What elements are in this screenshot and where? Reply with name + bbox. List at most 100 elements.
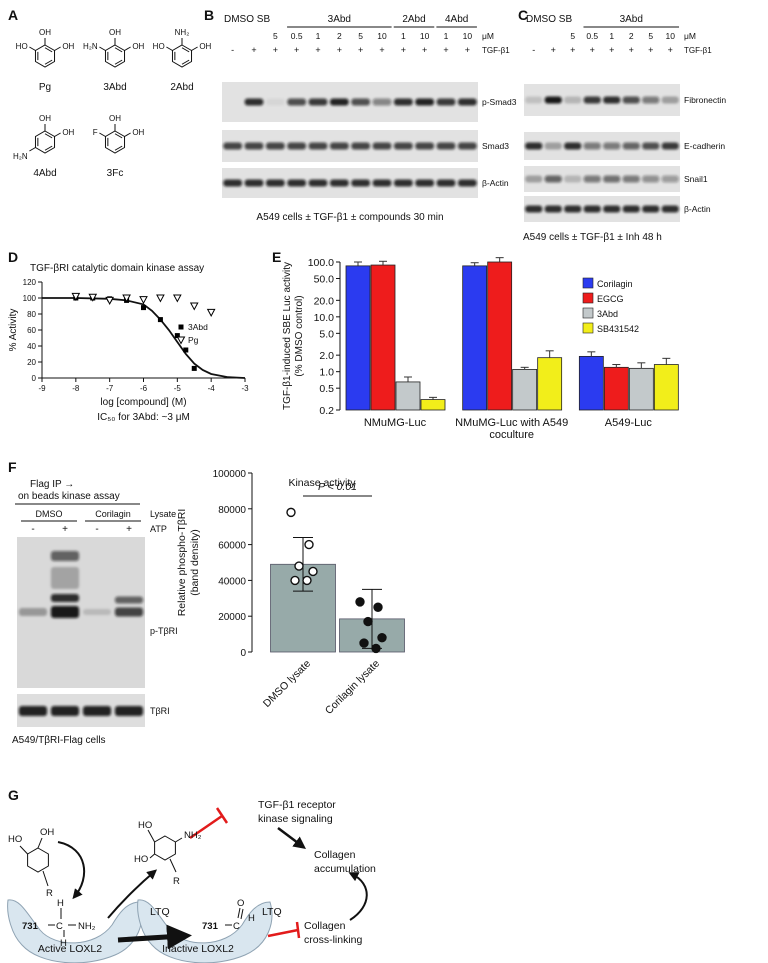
y-axis-label: (% DMSO control) [294,295,305,376]
compound-name: 4Abd [33,168,56,179]
concentration: 5 [273,31,278,41]
band-label: Smad3 [482,141,509,151]
treatment-sign: + [443,45,448,55]
bond [175,837,183,843]
annotation: P < 0.01 [318,481,357,493]
arrow [117,924,192,950]
concentration: 5 [358,31,363,41]
fit-curve [42,297,246,379]
node-label: cross-linking [304,934,363,946]
chem-label: NH₂ [78,921,96,932]
band [583,175,601,183]
y-tick-label: 40000 [218,576,246,587]
y-tick-label: 100.0 [308,257,334,269]
ring [154,835,176,861]
y-tick-label: 2.0 [319,350,334,362]
bond [240,908,244,920]
bond [29,147,36,152]
double-bond [44,133,53,139]
band [583,205,601,213]
band [583,96,601,104]
blot-background [222,82,478,122]
treatment-sign: + [648,45,653,55]
chem-label: 731 [202,921,219,932]
chem-label: C [56,921,63,932]
caption: A549/TβRI-Flag cells [12,735,106,746]
bond [42,870,49,887]
band [603,205,621,213]
y-axis-label: (band density) [189,529,201,596]
band [244,179,264,187]
band [287,179,307,187]
concentration: 2 [337,31,342,41]
marker [206,308,216,317]
blot-background [222,168,478,198]
band [436,98,456,106]
y-tick-label: 20000 [218,612,246,623]
band [372,98,392,106]
legend-swatch [582,322,594,334]
concentration: 1 [609,31,614,41]
chart-title: Kinase activity [288,477,356,489]
node-label: kinase signaling [258,813,333,825]
bar [578,355,604,411]
atp-sign: - [31,524,34,535]
concentration: 1 [444,31,449,41]
concentration: 5 [570,31,575,41]
marker [189,302,199,311]
band [642,142,660,150]
y-tick-label: 120 [23,278,37,287]
lysate-label: Lysate [150,509,176,519]
chem-label: H [248,913,255,924]
panel-label: B [204,7,214,23]
band [661,205,679,213]
blot-background [222,130,478,162]
band [603,142,621,150]
treatment-sign: + [401,45,406,55]
y-axis-label: TGF-β1-induced SBE Luc activity [282,262,293,410]
bar [487,261,513,411]
bond [149,853,155,859]
band [544,175,562,183]
band [82,706,112,716]
band [244,142,264,150]
marker [156,294,165,303]
substituent: OH [39,28,51,37]
band [308,142,328,150]
band [50,567,80,589]
band [622,142,640,150]
treatment-sign: + [465,45,470,55]
band [265,179,285,187]
band [603,175,621,183]
atp-sign: - [95,524,98,535]
x-tick-label: -4 [208,384,216,393]
treatment-sign: + [570,45,575,55]
bond [166,46,173,51]
treatment-sign: + [609,45,614,55]
group-label: 4Abd [445,14,468,25]
marker [176,336,186,345]
bond [99,46,106,51]
band-label: β-Actin [684,204,711,214]
band [50,706,80,716]
chem-label: OH [40,827,54,838]
y-tick-label: 0.5 [319,383,334,395]
bar [603,366,629,411]
data-point [302,575,312,586]
bar [537,357,563,411]
substituent: H₂N [83,42,98,51]
bond [37,837,43,849]
x-tick-label: -8 [72,384,80,393]
band [415,179,435,187]
chem-label: NH₂ [184,830,202,841]
band [244,98,264,106]
bar [653,364,679,411]
chem-label: R [173,876,180,887]
band [82,609,112,615]
marker [178,324,184,330]
x-tick-label: coculture [489,429,534,441]
marker [172,294,182,303]
chem-label: O [237,898,244,909]
y-tick-label: 0.2 [319,405,334,417]
